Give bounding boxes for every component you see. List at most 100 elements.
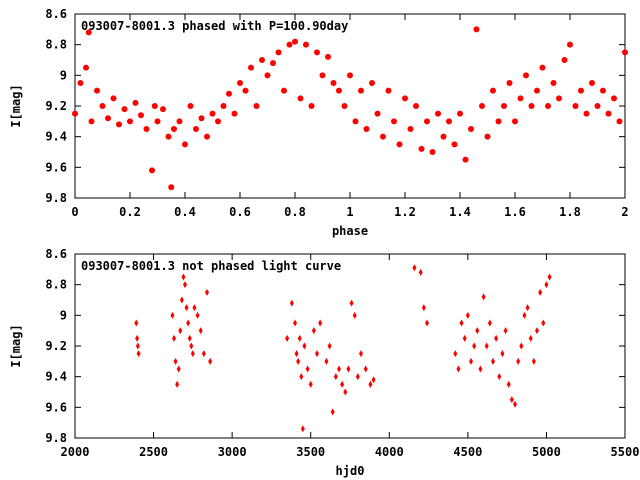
data-point [347, 72, 353, 79]
data-point [134, 319, 139, 327]
data-point [336, 87, 342, 94]
data-point [594, 103, 601, 109]
data-point [605, 110, 612, 117]
data-point [121, 106, 128, 113]
phased-light-curve-panel: 0 0.2 0.4 0.6 0.8 1 1.2 1.4 1.6 1.8 2 8.6 8.8 9 9.2 9.4… [9, 7, 629, 238]
data-point [469, 357, 473, 365]
data-point [352, 118, 359, 125]
data-point [135, 334, 140, 342]
data-point [259, 57, 265, 63]
data-point [72, 110, 78, 117]
data-point [503, 327, 508, 335]
data-point [446, 118, 452, 125]
data-point [453, 350, 458, 358]
y-tick-label: 9.2 [45, 99, 67, 113]
data-point [333, 373, 338, 381]
data-point [237, 80, 243, 86]
x-tick-label: 5000 [532, 445, 561, 459]
data-point [421, 304, 426, 312]
data-point [545, 103, 551, 109]
data-point [435, 110, 441, 117]
data-point [286, 41, 293, 48]
data-point [198, 327, 203, 335]
data-point [506, 380, 511, 388]
data-point [340, 380, 345, 388]
data-point [572, 103, 579, 109]
data-point [413, 103, 419, 109]
data-point [589, 80, 595, 86]
data-point [473, 26, 480, 33]
data-point [151, 103, 158, 109]
data-point [341, 103, 348, 109]
data-point [209, 110, 216, 117]
data-point [525, 304, 530, 312]
data-point [541, 319, 546, 327]
x-tick-label: 1.4 [449, 205, 471, 219]
data-point [297, 95, 304, 102]
data-point [143, 126, 150, 132]
data-point [187, 334, 192, 342]
data-point [358, 87, 364, 94]
data-point [547, 273, 552, 281]
data-point [205, 288, 209, 296]
chart-title: 093007-8001.3 not phased light curve [81, 259, 341, 273]
data-point [296, 357, 301, 365]
data-point [136, 350, 141, 358]
x-tick-label: 0.2 [119, 205, 141, 219]
data-point [494, 334, 499, 342]
data-point [330, 80, 337, 86]
data-point [294, 350, 299, 358]
data-point [374, 110, 381, 117]
data-point [186, 319, 191, 327]
y-tick-label: 9.8 [45, 431, 67, 445]
data-point [160, 106, 166, 113]
data-point [531, 357, 536, 365]
data-point [208, 357, 213, 365]
data-point [189, 342, 194, 350]
data-point [522, 311, 527, 319]
data-point [468, 126, 474, 132]
data-point [567, 41, 573, 48]
data-point [418, 268, 423, 276]
data-point [248, 64, 254, 71]
data-point [396, 141, 403, 148]
x-tick-label: 0.4 [174, 205, 196, 219]
data-point [561, 57, 568, 63]
data-point [535, 327, 539, 335]
data-point [299, 373, 304, 381]
data-point [550, 80, 557, 86]
data-point [487, 319, 492, 327]
data-point [127, 118, 133, 125]
data-point [281, 87, 287, 94]
data-point [303, 41, 309, 48]
data-point [506, 80, 513, 86]
data-point [201, 350, 206, 358]
data-point [302, 342, 307, 350]
data-point [512, 118, 518, 125]
data-point [484, 133, 491, 140]
data-point [359, 350, 363, 358]
data-point [523, 72, 529, 79]
data-point [176, 365, 181, 373]
data-point [220, 103, 227, 109]
data-point [534, 87, 540, 94]
data-point [242, 87, 249, 94]
plot-frame [74, 253, 626, 439]
data-point [198, 115, 205, 122]
data-point [168, 184, 175, 191]
data-point [192, 304, 197, 312]
data-point [578, 87, 584, 94]
x-tick-label: 1.8 [559, 205, 581, 219]
data-point [289, 299, 294, 307]
data-point [517, 95, 524, 102]
data-point [462, 334, 467, 342]
data-point [475, 327, 480, 335]
data-point [178, 327, 183, 335]
data-point [270, 60, 276, 67]
data-point [83, 64, 89, 71]
x-tick-label: 2 [621, 205, 628, 219]
data-point [190, 350, 195, 358]
data-point [622, 49, 628, 56]
data-point [497, 373, 502, 381]
x-tick-label: 0.6 [229, 205, 251, 219]
